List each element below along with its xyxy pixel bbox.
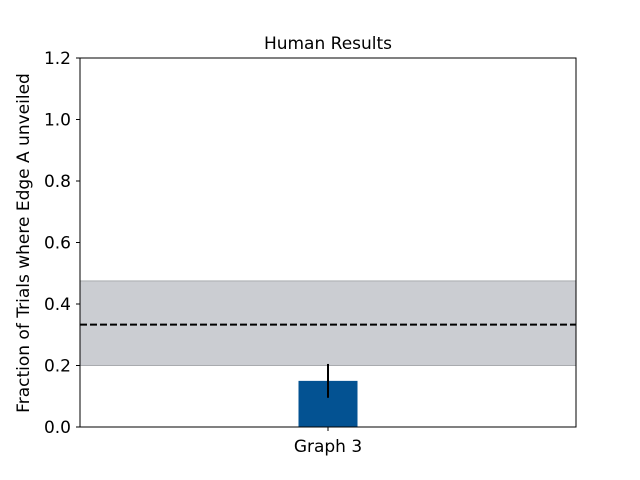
y-tick-label: 0.2 <box>44 357 71 377</box>
y-tick-label: 0.4 <box>44 295 71 315</box>
plot-frame <box>79 57 577 428</box>
reference-band <box>79 280 577 366</box>
chart-title: Human Results <box>264 34 392 54</box>
x-tick-label: Graph 3 <box>294 437 362 457</box>
plot-area: Graph 3 0.0 0.2 0.4 0.6 0.8 1.0 1.2 <box>44 49 577 457</box>
y-tick-label: 0.8 <box>44 172 71 192</box>
y-tick-label: 0.0 <box>44 418 71 438</box>
y-tick-label: 1.0 <box>44 111 71 131</box>
y-tick-label: 0.6 <box>44 234 71 254</box>
y-tick-label: 1.2 <box>44 49 71 69</box>
y-axis-label: Fraction of Trials where Edge A unveiled <box>14 73 34 413</box>
